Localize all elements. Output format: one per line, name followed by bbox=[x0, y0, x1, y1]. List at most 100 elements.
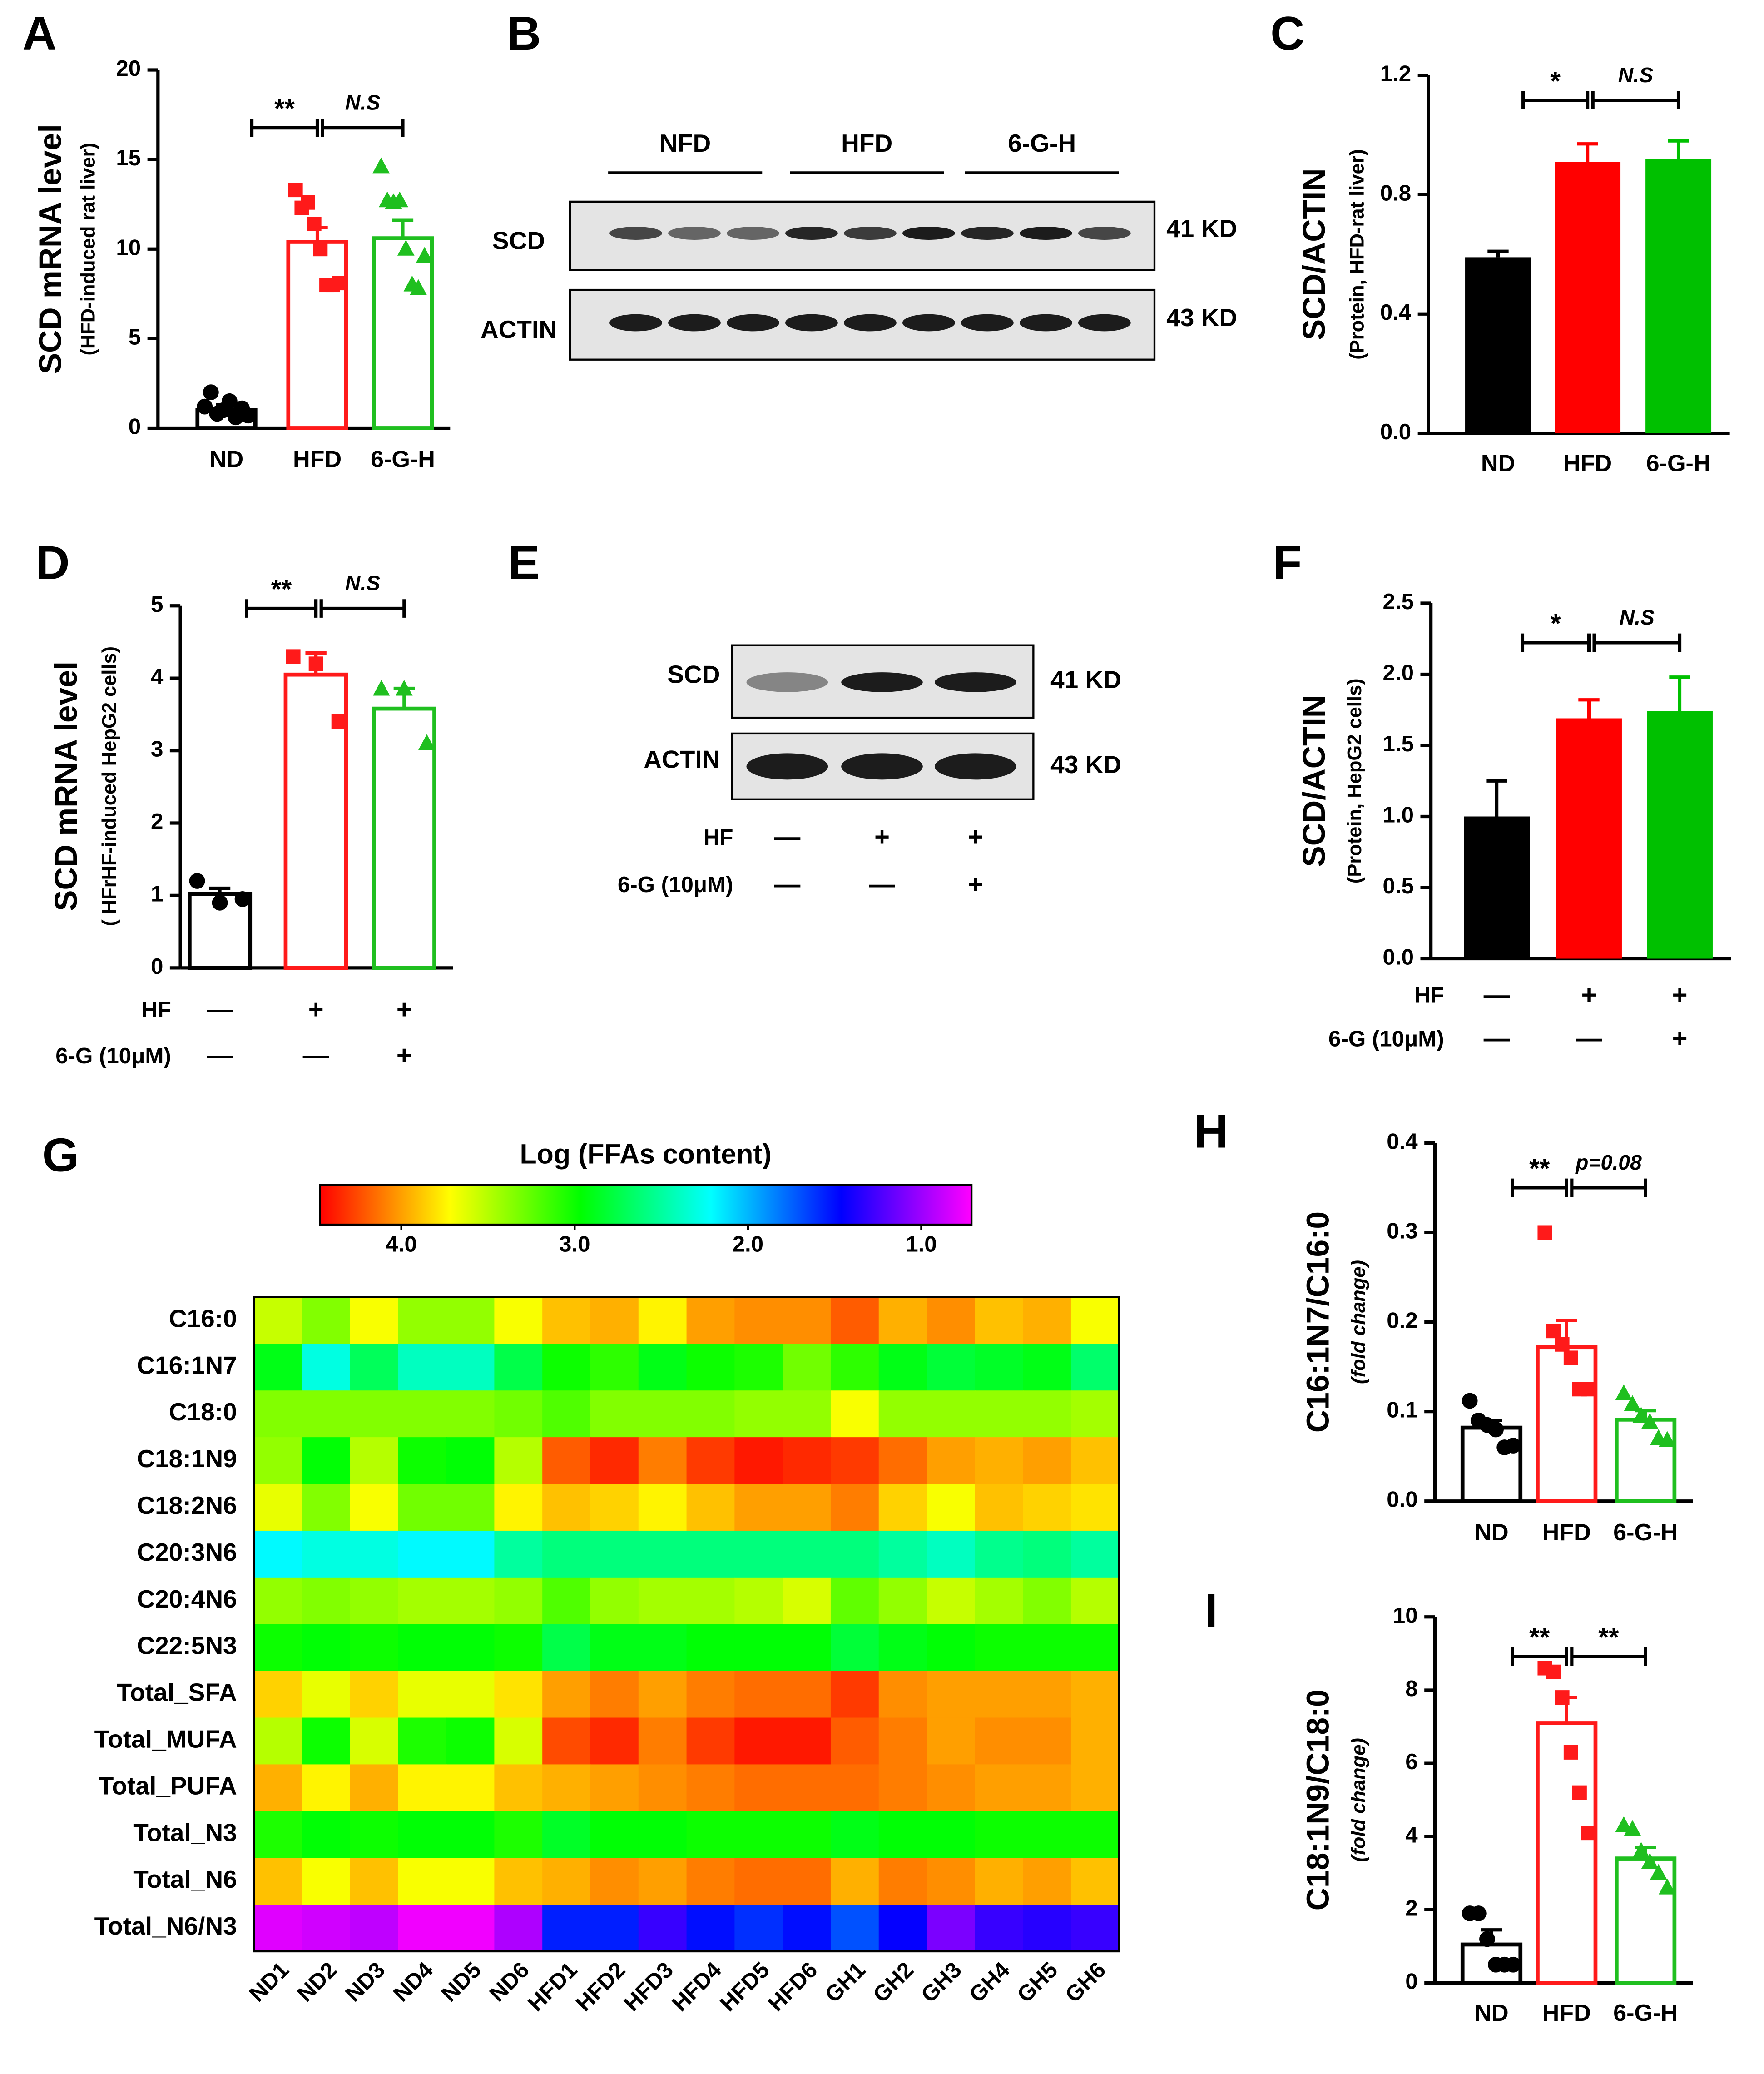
heatmap-cell bbox=[686, 1577, 735, 1625]
heatmap-cell bbox=[975, 1344, 1024, 1391]
band-size: 43 KD bbox=[1166, 303, 1237, 332]
heatmap-cell bbox=[927, 1811, 976, 1859]
data-point bbox=[234, 891, 251, 907]
heatmap-cell bbox=[830, 1858, 880, 1905]
data-point bbox=[307, 217, 322, 231]
heatmap-cell bbox=[254, 1344, 303, 1391]
heatmap-cell bbox=[350, 1577, 399, 1625]
sig-label: * bbox=[1550, 67, 1561, 96]
heatmap-cell bbox=[927, 1344, 976, 1391]
y-tick-label: 1.0 bbox=[1382, 803, 1413, 828]
data-point bbox=[373, 680, 390, 696]
y-tick-label: 4 bbox=[151, 664, 164, 689]
treatment-mark: — bbox=[303, 1041, 329, 1070]
heatmap-cell bbox=[254, 1717, 303, 1765]
heatmap-cell bbox=[638, 1671, 688, 1718]
heatmap-cell bbox=[927, 1437, 976, 1485]
treatment-mark: — bbox=[1576, 1024, 1602, 1053]
data-point bbox=[410, 279, 427, 295]
heatmap-cell bbox=[927, 1577, 976, 1625]
heatmap-cell bbox=[638, 1624, 688, 1672]
y-axis-sublabel: (fold change) bbox=[1348, 1738, 1370, 1862]
heatmap-cell bbox=[878, 1530, 927, 1578]
sig-label: ** bbox=[1598, 1623, 1619, 1652]
heatmap-cell bbox=[1070, 1811, 1120, 1859]
heatmap-cell bbox=[878, 1390, 927, 1438]
colorbar-tick-label: 2.0 bbox=[733, 1231, 764, 1256]
x-tick-label: HFD bbox=[1542, 1519, 1591, 1546]
y-tick-label: 5 bbox=[129, 324, 141, 349]
heatmap-cell bbox=[927, 1390, 976, 1438]
column-label: ND5 bbox=[436, 1957, 486, 2007]
heatmap-cell bbox=[398, 1671, 447, 1718]
heatmap-cell bbox=[878, 1811, 927, 1859]
heatmap-cell bbox=[734, 1811, 783, 1859]
heatmap-cell bbox=[638, 1390, 688, 1438]
data-point bbox=[1488, 1421, 1504, 1438]
treatment-label: HF bbox=[141, 997, 171, 1022]
panel-letter: D bbox=[35, 536, 69, 589]
heatmap-cell bbox=[302, 1437, 351, 1485]
blot-band bbox=[1019, 314, 1072, 332]
heatmap-cell bbox=[975, 1858, 1024, 1905]
heatmap-cell bbox=[830, 1905, 880, 1952]
x-tick-label: ND bbox=[1474, 1519, 1508, 1546]
heatmap-cell bbox=[927, 1484, 976, 1532]
heatmap-cell bbox=[638, 1717, 688, 1765]
heatmap-cell bbox=[1023, 1484, 1072, 1532]
data-point bbox=[1632, 1407, 1650, 1423]
heatmap-cell bbox=[878, 1624, 927, 1672]
heatmap-cell bbox=[1023, 1811, 1072, 1859]
data-point bbox=[1572, 1785, 1587, 1800]
heatmap-cell bbox=[590, 1764, 639, 1812]
heatmap-cell bbox=[783, 1437, 832, 1485]
data-point bbox=[288, 183, 303, 198]
treatment-label: 6-G (10μM) bbox=[618, 872, 733, 897]
data-point bbox=[1537, 1225, 1552, 1240]
heatmap-cell bbox=[734, 1671, 783, 1718]
row-label: C22:5N3 bbox=[137, 1632, 237, 1660]
heatmap-cell bbox=[254, 1858, 303, 1905]
heatmap-cell bbox=[542, 1437, 591, 1485]
data-point bbox=[1641, 1853, 1659, 1869]
heatmap-cell bbox=[446, 1390, 495, 1438]
data-point bbox=[221, 393, 238, 409]
heatmap-cell bbox=[494, 1717, 543, 1765]
x-tick-label: ND bbox=[209, 447, 243, 473]
heatmap-cell bbox=[446, 1764, 495, 1812]
heatmap-cell bbox=[1070, 1344, 1120, 1391]
panel-letter: F bbox=[1273, 536, 1302, 589]
heatmap-cell bbox=[590, 1484, 639, 1532]
heatmap-cell bbox=[254, 1811, 303, 1859]
column-label: GH3 bbox=[916, 1957, 966, 2008]
treatment-mark: + bbox=[874, 823, 890, 852]
heatmap-cell bbox=[1070, 1530, 1120, 1578]
heatmap-cell bbox=[927, 1858, 976, 1905]
data-point bbox=[1555, 1690, 1570, 1705]
treatment-mark: — bbox=[774, 870, 800, 899]
heatmap-cell bbox=[398, 1811, 447, 1859]
heatmap-cell bbox=[398, 1858, 447, 1905]
heatmap-cell bbox=[542, 1764, 591, 1812]
y-tick-label: 0.5 bbox=[1382, 873, 1413, 898]
blot-band bbox=[1019, 226, 1072, 240]
column-label: HFD4 bbox=[667, 1957, 726, 2016]
treatment-mark: — bbox=[207, 1041, 233, 1070]
heatmap-cell bbox=[927, 1297, 976, 1345]
y-tick-label: 0.4 bbox=[1387, 1129, 1418, 1154]
blot-band bbox=[902, 226, 955, 240]
heatmap-cell bbox=[398, 1297, 447, 1345]
heatmap-cell bbox=[1070, 1905, 1120, 1952]
heatmap-cell bbox=[542, 1390, 591, 1438]
heatmap-cell bbox=[830, 1671, 880, 1718]
heatmap-cell bbox=[350, 1905, 399, 1952]
heatmap-cell bbox=[638, 1484, 688, 1532]
y-axis-label: C18:1N9/C18:0 bbox=[1300, 1689, 1336, 1910]
heatmap-cell bbox=[446, 1858, 495, 1905]
row-label: C18:2N6 bbox=[137, 1491, 237, 1519]
heatmap-cell bbox=[734, 1390, 783, 1438]
heatmap-cell bbox=[590, 1390, 639, 1438]
colorbar-tick-label: 4.0 bbox=[386, 1231, 417, 1256]
data-point bbox=[372, 157, 390, 174]
heatmap-cell bbox=[878, 1717, 927, 1765]
